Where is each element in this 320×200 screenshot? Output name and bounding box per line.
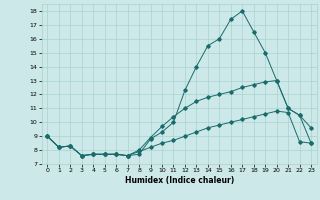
X-axis label: Humidex (Indice chaleur): Humidex (Indice chaleur) bbox=[124, 176, 234, 185]
